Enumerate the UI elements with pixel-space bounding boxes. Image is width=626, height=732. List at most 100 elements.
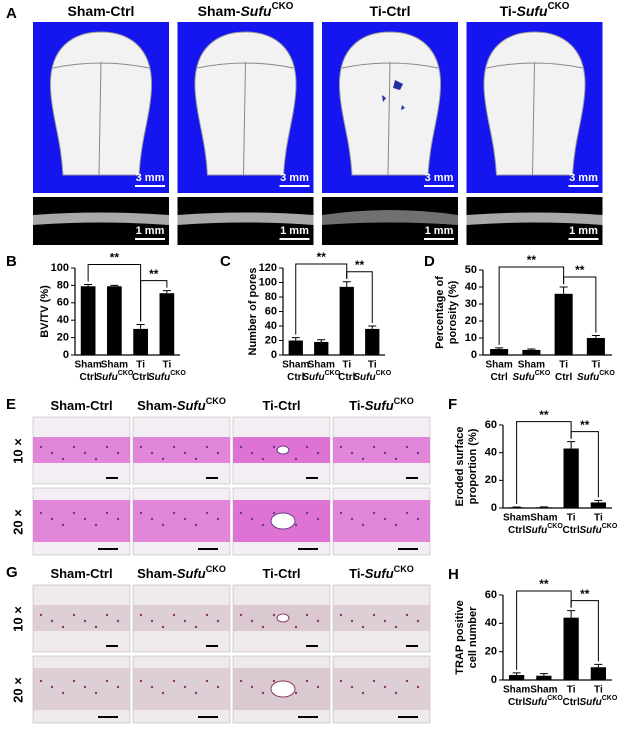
x-tick-label: Sham (486, 360, 513, 371)
column-label: Ti-Ctrl (262, 566, 300, 581)
significance-label: ** (527, 253, 537, 267)
x-tick-label: Ctrl (563, 697, 580, 708)
y-tick-label: 60 (485, 419, 497, 431)
y-axis-label: TRAP positive (454, 600, 466, 674)
cell (94, 625, 98, 629)
cell (239, 613, 243, 617)
error-bar (162, 290, 171, 294)
column-label: Ti-Ctrl (262, 398, 300, 413)
y-tick-label: 60 (265, 305, 277, 317)
scale-bar-label: 1 mm (569, 225, 598, 237)
cell (172, 679, 176, 683)
column-label-sup: CKO (394, 564, 414, 574)
cell (161, 625, 165, 629)
bone-band (133, 500, 230, 542)
cell (116, 517, 120, 521)
y-axis-label: BV/TV (%) (39, 285, 51, 338)
x-tick-label: Ti (592, 360, 601, 371)
cell (83, 451, 87, 455)
bar (314, 341, 329, 355)
cell (139, 613, 143, 617)
cell (61, 523, 65, 527)
bar (508, 675, 525, 680)
cell (50, 685, 54, 689)
panel-letter: A (6, 5, 17, 22)
cell (339, 445, 343, 449)
column-label: Sham-Ctrl (50, 398, 112, 413)
x-tick-label: Ti (368, 360, 377, 371)
cell (261, 691, 265, 695)
cell (261, 523, 265, 527)
column-label-italic: Sufu (365, 566, 394, 581)
cell (350, 619, 354, 623)
cell (139, 511, 143, 515)
cell (183, 619, 187, 623)
y-tick-label: 10 (465, 332, 477, 344)
cell (72, 445, 76, 449)
column-label: Sham-SufuCKO (137, 396, 226, 413)
x-tick-label: SufuCKO (353, 370, 391, 382)
scale-bar-label: 3 mm (569, 172, 598, 184)
x-tick-label: Sham (308, 360, 335, 371)
cell (261, 457, 265, 461)
y-tick-label: 0 (271, 349, 277, 361)
x-tick-label-text: Ctrl (508, 697, 525, 708)
row-label: 10 × (10, 438, 25, 464)
y-tick-label: 0 (491, 674, 497, 686)
error-bar (84, 284, 93, 287)
error-bar (594, 499, 603, 503)
cell (183, 517, 187, 521)
x-tick-label-italic: Sufu (577, 372, 599, 383)
cell (394, 523, 398, 527)
x-tick-label: SufuCKO (577, 370, 615, 382)
cell (316, 451, 320, 455)
panel-letter: C (220, 253, 231, 270)
column-label-text: Sham-Ctrl (50, 566, 112, 581)
x-tick-label-sup: CKO (547, 523, 563, 530)
column-label-sup: CKO (394, 396, 414, 406)
cell (172, 511, 176, 515)
x-tick-label-sup: CKO (547, 695, 563, 702)
cell (216, 451, 220, 455)
error-bar (567, 441, 576, 449)
cell (205, 445, 209, 449)
scale-bar-label: 3 mm (280, 172, 309, 184)
cell (39, 679, 43, 683)
y-tick-label: 40 (265, 320, 277, 332)
x-tick-label-italic: Sufu (579, 697, 601, 708)
x-tick-label-italic: Sufu (302, 372, 324, 383)
y-tick-label: 50 (465, 264, 477, 276)
bar (80, 286, 96, 355)
cell (383, 451, 387, 455)
cell (250, 685, 254, 689)
x-tick-label: Ctrl (555, 372, 572, 383)
cell (394, 625, 398, 629)
x-tick-label: Ctrl (287, 372, 304, 383)
cell (294, 523, 298, 527)
x-tick-label: Ctrl (508, 697, 525, 708)
column-label-italic: Sufu (177, 398, 206, 413)
bar (133, 328, 148, 355)
y-tick-label: 0 (491, 502, 497, 514)
cell (294, 625, 298, 629)
y-tick-label: 0 (471, 349, 477, 361)
cell (339, 511, 343, 515)
cell (61, 691, 65, 695)
y-tick-label: 80 (57, 279, 69, 291)
cell (172, 613, 176, 617)
cell (39, 445, 43, 449)
x-tick-label: Ti (567, 685, 576, 696)
cell (405, 679, 409, 683)
y-axis-label: Percentage of (434, 276, 446, 349)
y-axis-label: cell number (467, 606, 479, 668)
resorption-pit (270, 512, 296, 530)
error-bar (559, 286, 568, 294)
significance-label: ** (317, 250, 327, 264)
cell (50, 451, 54, 455)
column-label-sup: CKO (206, 564, 226, 574)
cell (350, 451, 354, 455)
cell (316, 685, 320, 689)
panel-letter: E (6, 396, 16, 413)
cell (116, 685, 120, 689)
panel-letter: G (6, 564, 18, 581)
